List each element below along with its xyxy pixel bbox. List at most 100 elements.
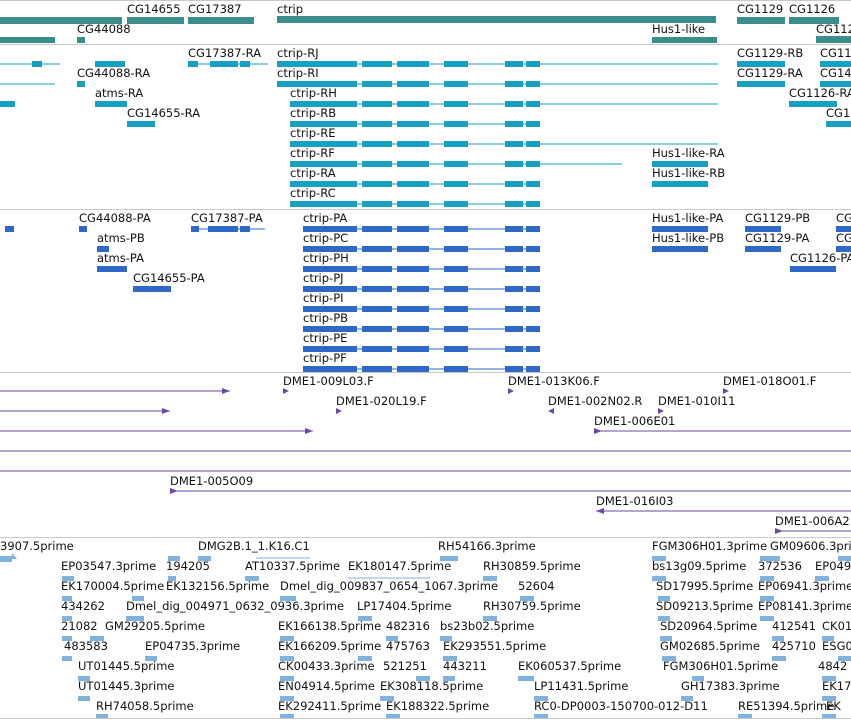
- clone-glyph[interactable]: [658, 408, 664, 414]
- gene-glyph[interactable]: [789, 17, 839, 24]
- est-label: GH17383.3prime: [681, 679, 780, 693]
- cds-glyph[interactable]: [790, 266, 836, 272]
- gene-glyph[interactable]: [127, 17, 184, 24]
- est-glyphs[interactable]: [0, 553, 851, 718]
- cds-glyph-ctrip-pi[interactable]: [303, 306, 540, 312]
- clone-glyph[interactable]: [723, 388, 729, 394]
- cds-label: Hus1-like-PA: [652, 211, 723, 225]
- clone-glyph[interactable]: [170, 488, 851, 494]
- transcripts-track: CG17387-RA ctrip-RJ CG1129-RB CG1126 CG4…: [0, 46, 851, 207]
- est-label: SD17995.5prime: [656, 579, 753, 593]
- est-label: RC0-DP0003-150700-012-D11: [534, 699, 708, 713]
- cds-glyph[interactable]: [5, 226, 14, 232]
- transcript-glyph-ctrip-rh[interactable]: [290, 101, 718, 107]
- est-label: EK293551.5prime: [443, 639, 546, 653]
- est-label: EK188322.5prime: [386, 699, 489, 713]
- transcript-glyph-cg44088-ra[interactable]: [0, 61, 155, 127]
- transcript-label: CG1126-RA: [789, 86, 851, 100]
- est-label: bs23b02.5prime: [440, 619, 534, 633]
- clone-glyph[interactable]: [594, 428, 851, 434]
- transcript-glyph-ctrip-ri[interactable]: [277, 81, 718, 87]
- transcript-glyph-ctrip-rc[interactable]: [290, 201, 540, 207]
- cds-glyph[interactable]: [652, 246, 708, 252]
- transcript-glyph-ctrip-re[interactable]: [290, 141, 718, 147]
- gene-label: CG1126: [816, 22, 851, 36]
- clone-glyph[interactable]: [596, 508, 851, 514]
- clone-label: DME1-009L03.F: [283, 374, 374, 388]
- est-label: GM02685.5prime: [660, 639, 760, 653]
- est-label: FGM306H01.5prime: [663, 659, 778, 673]
- transcript-glyph-ctrip-rb[interactable]: [290, 121, 540, 127]
- est-label: FGM306H01.3prime: [652, 539, 767, 553]
- clone-glyph[interactable]: [508, 388, 514, 394]
- est-label: DMG2B.1_1.K16.C1: [198, 539, 310, 553]
- cds-glyph[interactable]: [836, 246, 851, 252]
- clone-glyph[interactable]: [0, 428, 313, 434]
- cds-glyph-ctrip-pj[interactable]: [303, 286, 540, 292]
- cds-label: CG44088-PA: [79, 211, 151, 225]
- est-label: 482316: [386, 619, 430, 633]
- cds-glyph[interactable]: [97, 266, 127, 272]
- transcript-label: ctrip-RJ: [277, 46, 319, 60]
- cds-glyph[interactable]: [79, 226, 87, 232]
- est-label: 372536: [758, 559, 802, 573]
- gene-glyph[interactable]: [652, 37, 717, 43]
- cds-label: ctrip-PC: [303, 231, 348, 245]
- est-label: 194205: [166, 559, 210, 573]
- clone-glyph[interactable]: [336, 408, 342, 414]
- transcript-glyph-cg1129[interactable]: [737, 61, 851, 127]
- gene-glyph[interactable]: [737, 17, 785, 24]
- cds-glyph-ctrip-pb[interactable]: [303, 326, 540, 332]
- clone-glyph[interactable]: [283, 388, 289, 394]
- transcript-label: CG17387-RA: [188, 46, 261, 60]
- cds-glyph[interactable]: [191, 226, 265, 232]
- cds-label: ctrip-PF: [303, 351, 347, 365]
- est-label: Dmel_dig_009837_0654_1067.3prime: [280, 579, 498, 593]
- clone-label: DME1-018O01.F: [723, 374, 816, 388]
- transcript-label: CG1126: [820, 46, 851, 60]
- est-label: 52604: [518, 579, 555, 593]
- cds-glyph-ctrip-pf[interactable]: [303, 366, 540, 372]
- clone-glyph[interactable]: [775, 528, 851, 534]
- gene-glyph[interactable]: [0, 37, 55, 43]
- transcript-label: ctrip-RF: [290, 146, 335, 160]
- cds-glyph[interactable]: [745, 246, 781, 252]
- est-label: LP17404.5prime: [357, 599, 451, 613]
- transcript-glyph-cg17387-ra[interactable]: [0, 61, 60, 67]
- transcript-label: ctrip-RB: [290, 106, 336, 120]
- transcript-glyph-hus1-like[interactable]: [652, 161, 708, 187]
- est-label: 3907.5prime: [0, 539, 74, 553]
- cds-label: ctrip-PI: [303, 291, 344, 305]
- cds-glyph[interactable]: [97, 246, 109, 252]
- est-label: 443211: [443, 659, 487, 673]
- gene-glyph[interactable]: [816, 36, 851, 43]
- gene-glyph[interactable]: [277, 16, 716, 23]
- cds-glyph-ctrip-ph[interactable]: [303, 266, 540, 272]
- gene-glyph[interactable]: [0, 17, 122, 24]
- cds-glyph[interactable]: [745, 226, 781, 232]
- cds-glyph-ctrip-pe[interactable]: [303, 346, 540, 352]
- transcript-label: CG14655-RA: [127, 106, 200, 120]
- cds-label: CG1126: [836, 231, 851, 245]
- gene-glyph[interactable]: [77, 37, 85, 43]
- transcript-glyph-cg17387-ra[interactable]: [188, 61, 268, 67]
- cds-label: CG14655-PA: [133, 271, 205, 285]
- cds-label: CG17387-PA: [191, 211, 263, 225]
- clone-glyph[interactable]: [548, 408, 554, 414]
- cds-glyph-ctrip-pc[interactable]: [303, 246, 540, 252]
- cds-glyph[interactable]: [836, 226, 851, 232]
- transcript-glyph-ctrip-ra[interactable]: [290, 181, 540, 187]
- gene-label: CG1126: [789, 2, 835, 16]
- est-label: 425710: [772, 639, 816, 653]
- gene-label: CG44088: [77, 22, 131, 36]
- clone-glyph[interactable]: [0, 388, 230, 394]
- gene-label: CG14655: [127, 2, 181, 16]
- cds-glyph[interactable]: [652, 226, 708, 232]
- transcript-label: CG1129-RB: [737, 46, 803, 60]
- transcript-glyph-ctrip-rf[interactable]: [290, 161, 622, 167]
- transcript-glyph-ctrip-rj[interactable]: [277, 61, 718, 67]
- clone-glyph[interactable]: [0, 408, 170, 414]
- cds-glyph[interactable]: [133, 286, 171, 292]
- cds-glyph-ctrip-pa[interactable]: [303, 226, 540, 232]
- gene-glyph[interactable]: [188, 17, 254, 24]
